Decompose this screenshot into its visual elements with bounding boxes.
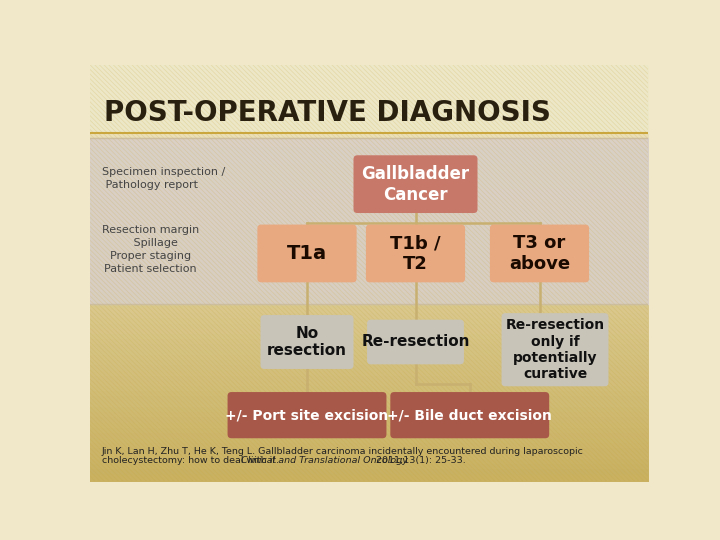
Text: No
resection: No resection (267, 326, 347, 358)
Text: Resection margin
   Spillage
Proper staging
Patient selection: Resection margin Spillage Proper staging… (102, 225, 199, 274)
Text: Clinical and Translational Oncology: Clinical and Translational Oncology (241, 456, 408, 465)
FancyBboxPatch shape (261, 315, 354, 369)
Text: +/- Bile duct excision: +/- Bile duct excision (387, 408, 552, 422)
Text: T1a: T1a (287, 244, 327, 263)
Text: cholecystectomy: how to deal with it.: cholecystectomy: how to deal with it. (102, 456, 282, 465)
FancyBboxPatch shape (390, 392, 549, 438)
Text: Specimen inspection /
 Pathology report: Specimen inspection / Pathology report (102, 167, 225, 191)
FancyBboxPatch shape (367, 320, 464, 365)
Text: . 2011;13(1): 25-33.: . 2011;13(1): 25-33. (371, 456, 467, 465)
Text: Re-resection: Re-resection (361, 334, 469, 349)
Text: +/- Port site excision: +/- Port site excision (225, 408, 389, 422)
FancyBboxPatch shape (354, 156, 477, 213)
FancyBboxPatch shape (490, 225, 589, 282)
Text: Gallbladder
Cancer: Gallbladder Cancer (361, 165, 469, 204)
Text: Jin K, Lan H, Zhu T, He K, Teng L. Gallbladder carcinoma incidentally encountere: Jin K, Lan H, Zhu T, He K, Teng L. Gallb… (102, 448, 583, 456)
FancyBboxPatch shape (502, 313, 608, 386)
Text: T1b /
T2: T1b / T2 (390, 234, 441, 273)
FancyBboxPatch shape (258, 225, 356, 282)
FancyBboxPatch shape (228, 392, 387, 438)
Text: T3 or
above: T3 or above (509, 234, 570, 273)
Text: Re-resection
only if
potentially
curative: Re-resection only if potentially curativ… (505, 319, 605, 381)
FancyBboxPatch shape (366, 225, 465, 282)
Text: POST-OPERATIVE DIAGNOSIS: POST-OPERATIVE DIAGNOSIS (104, 98, 551, 126)
